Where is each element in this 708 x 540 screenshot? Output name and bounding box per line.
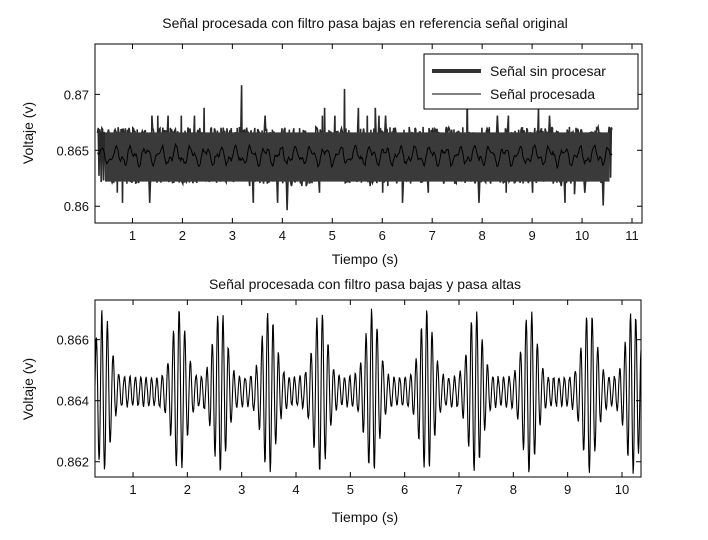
y-tick-label: 0.866 — [56, 333, 89, 348]
x-tick-label: 1 — [129, 482, 136, 497]
x-tick-label: 4 — [292, 482, 299, 497]
bottom-chart-xlabel: Tiempo (s) — [332, 509, 398, 525]
top-chart: Señal procesada con filtro pasa bajas en… — [20, 15, 643, 267]
x-tick-label: 9 — [528, 228, 535, 243]
legend-label-raw: Señal sin procesar — [490, 63, 606, 79]
x-tick-label: 3 — [229, 228, 236, 243]
x-tick-label: 5 — [347, 482, 354, 497]
x-tick-label: 5 — [329, 228, 336, 243]
x-tick-label: 11 — [625, 228, 639, 243]
top-chart-title: Señal procesada con filtro pasa bajas en… — [162, 15, 567, 31]
top-chart-plot-area — [94, 43, 643, 224]
legend-label-processed: Señal procesada — [490, 86, 595, 102]
y-tick-label: 0.87 — [64, 87, 89, 102]
bottom-chart-title: Señal procesada con filtro pasa bajas y … — [209, 276, 521, 292]
x-tick-label: 10 — [615, 482, 629, 497]
y-tick-label: 0.864 — [56, 394, 89, 409]
x-tick-label: 8 — [479, 228, 486, 243]
x-tick-label: 1 — [129, 228, 136, 243]
bottom-chart-plot-area — [94, 299, 642, 478]
y-tick-label: 0.86 — [64, 199, 89, 214]
x-tick-label: 3 — [238, 482, 245, 497]
top-chart-xlabel: Tiempo (s) — [332, 251, 398, 267]
x-tick-label: 10 — [575, 228, 589, 243]
top-chart-ylabel: Voltaje (v) — [20, 102, 36, 164]
y-tick-label: 0.865 — [56, 143, 89, 158]
bottom-chart: Señal procesada con filtro pasa bajas y … — [20, 276, 642, 525]
series-line-processed — [97, 142, 613, 170]
x-tick-label: 7 — [455, 482, 462, 497]
x-tick-label: 9 — [564, 482, 571, 497]
x-tick-label: 7 — [429, 228, 436, 243]
y-tick-label: 0.862 — [56, 455, 89, 470]
raw-signal-band — [104, 132, 610, 182]
legend: Señal sin procesar Señal procesada — [423, 53, 639, 110]
series-line-filtered — [94, 308, 642, 474]
legend-box — [423, 53, 639, 110]
x-tick-label: 4 — [279, 228, 286, 243]
x-tick-label: 6 — [401, 482, 408, 497]
x-tick-label: 2 — [184, 482, 191, 497]
x-tick-label: 8 — [510, 482, 517, 497]
x-tick-label: 2 — [179, 228, 186, 243]
bottom-chart-ylabel: Voltaje (v) — [20, 358, 36, 420]
x-tick-label: 6 — [379, 228, 386, 243]
